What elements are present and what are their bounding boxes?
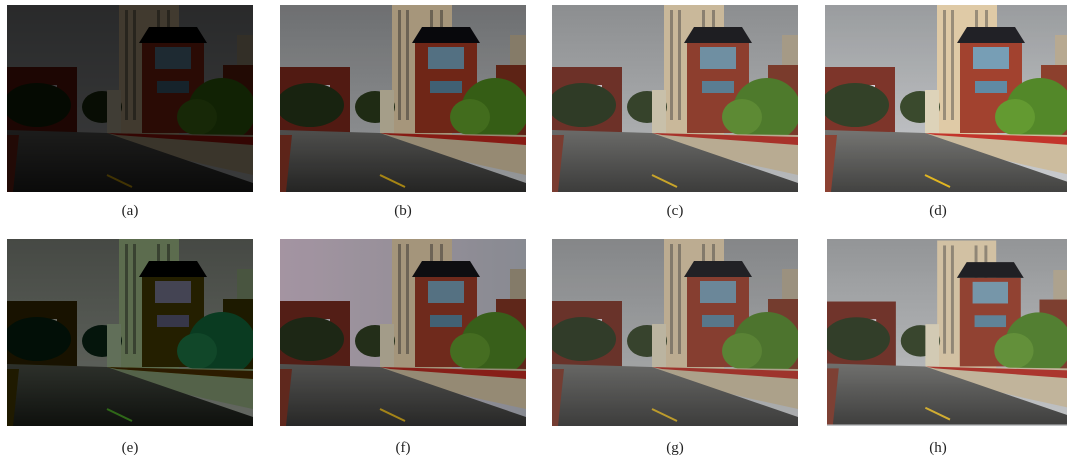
panel-image bbox=[552, 5, 798, 192]
panel-caption: (a) bbox=[7, 203, 253, 220]
panel-caption: (b) bbox=[280, 203, 526, 220]
panel-image bbox=[825, 239, 1067, 426]
panel-caption: (f) bbox=[280, 440, 526, 457]
panel-caption: (e) bbox=[7, 440, 253, 457]
panel-caption: (d) bbox=[815, 203, 1061, 220]
panel-image bbox=[552, 239, 798, 426]
panel-image bbox=[7, 5, 253, 192]
panel-caption: (g) bbox=[552, 440, 798, 457]
panel-image bbox=[280, 5, 526, 192]
panel-image bbox=[280, 239, 526, 426]
panel-image bbox=[825, 5, 1067, 192]
panel-caption: (h) bbox=[815, 440, 1061, 457]
panel-image bbox=[7, 239, 253, 426]
figure-page: (a) (b) (c) (d) (e) (f) (g) (h) (() => {… bbox=[0, 0, 1067, 465]
panel-caption: (c) bbox=[552, 203, 798, 220]
